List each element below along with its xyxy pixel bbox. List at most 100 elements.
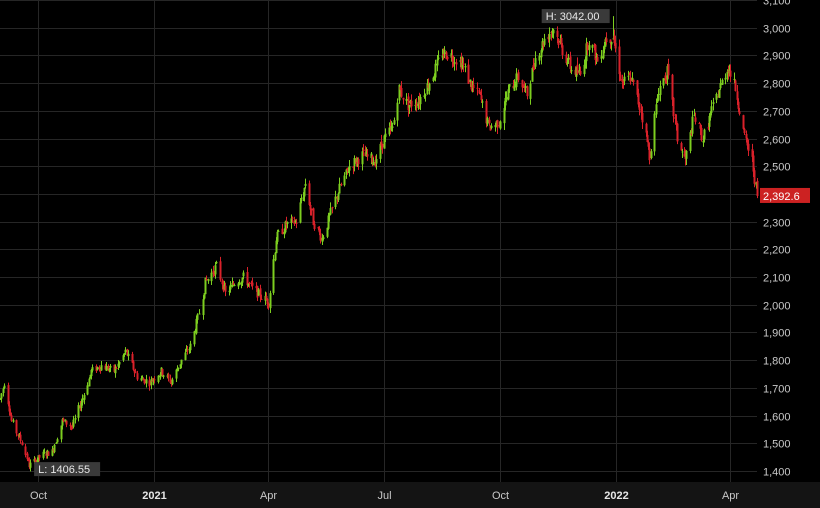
candle-body xyxy=(60,425,63,440)
candle xyxy=(74,414,77,424)
candle-body xyxy=(171,379,174,385)
candle-body xyxy=(478,89,481,94)
candle-body xyxy=(396,102,399,121)
candle-body xyxy=(347,171,350,173)
candle xyxy=(619,71,622,81)
candle-body xyxy=(375,159,378,164)
candle-body xyxy=(198,313,201,315)
candle-body xyxy=(62,418,65,421)
candle-body xyxy=(108,369,111,371)
candle-body xyxy=(38,455,41,458)
candle-body xyxy=(81,398,84,403)
candle xyxy=(214,261,217,279)
candle-body xyxy=(12,420,15,422)
candle-body xyxy=(169,378,172,383)
candle xyxy=(299,198,302,224)
candle-body xyxy=(327,215,330,229)
y-tick-label: 2,700 xyxy=(763,107,791,119)
candle-body xyxy=(751,149,754,157)
candle xyxy=(136,370,139,381)
candle-body xyxy=(585,43,588,62)
candle-body xyxy=(428,83,431,91)
candle-body xyxy=(508,84,511,87)
candle xyxy=(337,192,340,203)
candle-body xyxy=(507,89,510,100)
y-tick-label: 1,500 xyxy=(763,439,791,451)
candle-body xyxy=(657,94,660,101)
candle-body xyxy=(77,405,80,418)
candle-body xyxy=(390,126,393,130)
candle xyxy=(718,88,721,98)
candle-body xyxy=(242,272,245,277)
candle xyxy=(42,449,45,460)
candle xyxy=(570,66,573,75)
candle xyxy=(334,190,337,210)
candle-body xyxy=(726,71,729,79)
candle xyxy=(12,418,15,423)
candle-body xyxy=(8,405,11,412)
candle-body xyxy=(675,120,678,125)
candle xyxy=(724,73,727,85)
candle xyxy=(9,408,12,416)
candle-body xyxy=(118,361,121,365)
candle xyxy=(300,194,303,204)
candle-body xyxy=(515,73,518,88)
candle xyxy=(591,44,594,53)
candle xyxy=(461,56,464,70)
candle-body xyxy=(645,123,648,133)
candle-body xyxy=(646,134,649,143)
candle xyxy=(321,233,324,245)
candle xyxy=(310,208,313,216)
candle-body xyxy=(65,420,68,425)
candle xyxy=(628,72,631,76)
candle xyxy=(623,72,626,86)
candle xyxy=(141,375,144,379)
candle-body xyxy=(693,114,696,116)
candle xyxy=(455,58,458,71)
candle xyxy=(400,81,403,98)
candle-body xyxy=(446,56,449,60)
candle xyxy=(391,122,394,132)
candle xyxy=(241,277,244,286)
candle xyxy=(43,448,46,454)
candle-body xyxy=(140,378,143,381)
candle-body xyxy=(632,79,635,83)
candle xyxy=(290,214,293,229)
candle xyxy=(647,140,650,150)
candle-body xyxy=(159,374,162,378)
candle xyxy=(453,56,456,71)
candle xyxy=(596,53,599,62)
candle-body xyxy=(548,33,551,40)
candle xyxy=(753,167,756,188)
candle-body xyxy=(127,353,130,356)
candle-body xyxy=(267,303,270,307)
candle-body xyxy=(685,150,688,159)
candle-body xyxy=(47,451,50,456)
candle-body xyxy=(434,63,437,78)
candle xyxy=(338,177,341,194)
candle-body xyxy=(565,54,568,64)
candle-body xyxy=(531,67,534,82)
candle-body xyxy=(712,102,715,104)
candle-body xyxy=(464,66,467,68)
candle-body xyxy=(472,84,475,89)
candle-body xyxy=(702,140,705,143)
candle-body xyxy=(353,157,356,167)
candle-body xyxy=(442,53,445,56)
candle xyxy=(132,360,135,371)
candle xyxy=(646,130,649,143)
candle-body xyxy=(338,183,341,194)
candle-body xyxy=(708,115,711,127)
candle-body xyxy=(676,123,679,142)
candle xyxy=(24,443,27,458)
candle-body xyxy=(331,207,334,209)
candle xyxy=(327,212,330,230)
candle xyxy=(53,443,56,454)
candle-body xyxy=(72,419,75,427)
candle-body xyxy=(486,117,489,125)
candle-body xyxy=(196,314,199,320)
candle-body xyxy=(272,259,275,293)
candle-body xyxy=(393,120,396,125)
candle-body xyxy=(380,141,383,146)
